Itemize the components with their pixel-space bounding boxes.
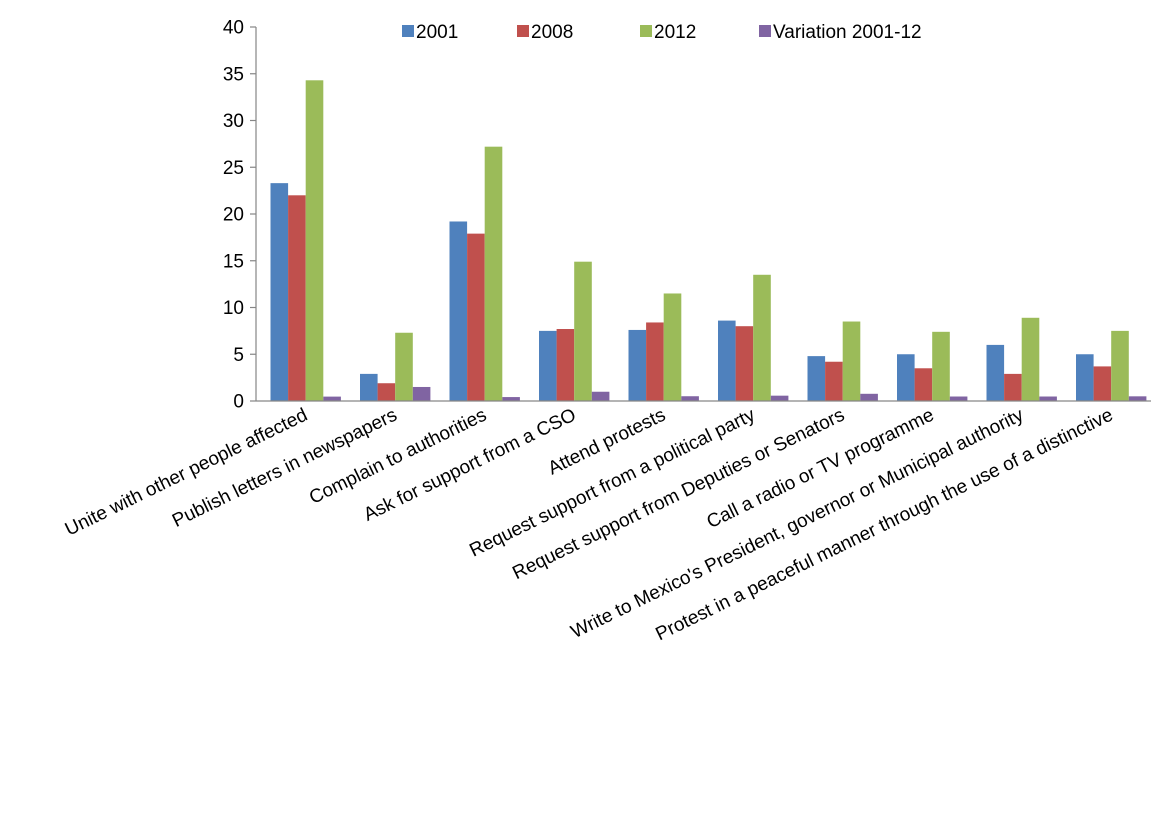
bar: [986, 344, 1005, 401]
bar: [467, 233, 485, 401]
legend-swatch: [759, 25, 771, 37]
series-1: [270, 183, 1094, 401]
bar: [360, 373, 378, 401]
legend-swatch: [517, 25, 529, 37]
y-tick-label: 0: [233, 392, 244, 413]
series-4: [323, 386, 1147, 401]
legend-label: 2012: [654, 22, 696, 43]
legend-swatch: [640, 25, 652, 37]
bar: [539, 330, 557, 401]
bar: [1111, 330, 1129, 401]
legend-item: 2012: [640, 22, 696, 43]
bar: [735, 326, 754, 401]
series-3: [305, 80, 1129, 402]
bar: [1128, 396, 1147, 401]
bar: [718, 320, 736, 401]
bar: [825, 361, 843, 401]
bar: [628, 329, 647, 401]
bar: [1004, 373, 1022, 401]
bar: [949, 396, 968, 401]
bar: [574, 261, 592, 401]
bar: [484, 146, 503, 401]
bar: [1076, 354, 1094, 401]
legend-label: 2001: [416, 22, 458, 43]
bar: [770, 395, 789, 401]
bar: [449, 221, 468, 401]
bar: [914, 368, 933, 401]
bar: [412, 386, 431, 401]
series-2: [288, 195, 1112, 401]
bar: [1039, 396, 1057, 401]
legend-label: Variation 2001-12: [773, 22, 922, 43]
bar: [305, 80, 324, 402]
y-axis: 0 5 10 15 20 25 30 35 40: [223, 18, 257, 413]
bar: [753, 274, 771, 401]
x-axis: Unite with other people affectedPublish …: [62, 400, 1151, 645]
y-tick-label: 15: [223, 251, 244, 272]
legend-item: 2001: [402, 22, 458, 43]
legend-label: 2008: [531, 22, 573, 43]
bar: [663, 293, 682, 401]
bar: [1093, 366, 1112, 401]
bar: [395, 332, 413, 401]
y-tick-label: 40: [223, 18, 244, 39]
legend-item: 2008: [517, 22, 573, 43]
bar: [842, 321, 861, 401]
y-tick-label: 35: [223, 64, 244, 85]
bar: [502, 397, 520, 401]
bar: [1021, 317, 1040, 401]
y-tick-label: 25: [223, 158, 244, 179]
legend: 2001 2008 2012 Variation 2001-12: [402, 22, 922, 43]
bar: [288, 195, 306, 401]
legend-swatch: [402, 25, 414, 37]
bar: [270, 183, 289, 401]
bar: [897, 354, 915, 401]
bar: [556, 329, 575, 401]
bar: [681, 396, 699, 401]
y-tick-label: 30: [223, 111, 244, 132]
legend-item: Variation 2001-12: [759, 22, 922, 43]
bar: [646, 322, 664, 401]
bar: [932, 331, 950, 401]
bar: [377, 383, 396, 401]
bar: [860, 393, 878, 401]
y-tick-label: 10: [223, 298, 244, 319]
bar: [807, 356, 826, 401]
bar: [591, 391, 610, 401]
y-tick-label: 5: [233, 345, 244, 366]
bars: [270, 80, 1147, 402]
y-tick-label: 20: [223, 205, 244, 226]
bar: [323, 396, 341, 401]
